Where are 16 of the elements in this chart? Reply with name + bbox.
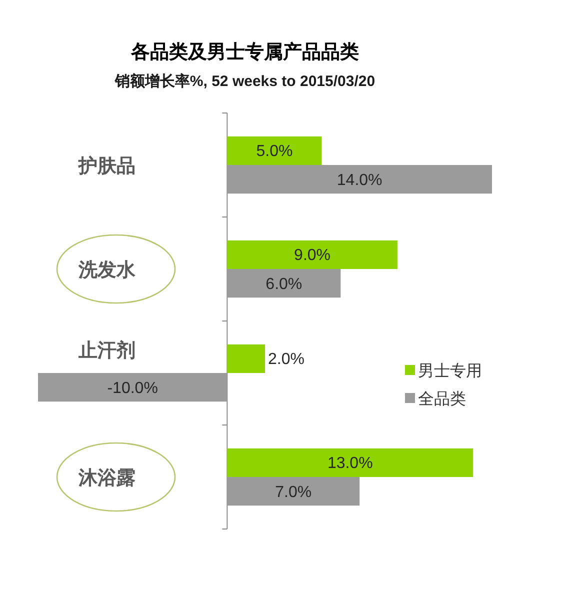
category-label: 洗发水 bbox=[78, 260, 136, 281]
data-label: 9.0% bbox=[294, 247, 331, 264]
data-label: -10.0% bbox=[107, 380, 158, 397]
data-label: 5.0% bbox=[256, 143, 293, 160]
legend-label: 全品类 bbox=[418, 391, 466, 408]
category-label: 护肤品 bbox=[78, 156, 136, 177]
data-label: 7.0% bbox=[275, 484, 312, 501]
data-label: 2.0% bbox=[268, 351, 304, 368]
category-label: 沐浴露 bbox=[78, 468, 136, 489]
data-label: 14.0% bbox=[336, 172, 382, 189]
data-label: 6.0% bbox=[266, 276, 302, 293]
title: 各品类及男士专属产品品类 bbox=[131, 42, 359, 63]
legend-label: 男士专用 bbox=[418, 363, 482, 380]
data-label: 13.0% bbox=[327, 455, 373, 472]
category-label: 止汗剂 bbox=[78, 340, 136, 362]
subtitle: 销额增长率%, 52 weeks to 2015/03/20 bbox=[114, 73, 376, 90]
